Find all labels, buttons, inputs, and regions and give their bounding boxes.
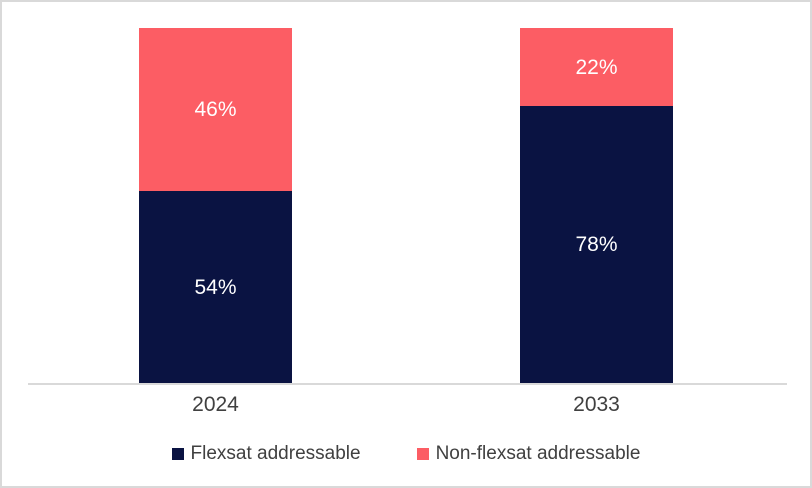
value-label: 46% <box>194 98 237 122</box>
legend: Flexsat addressable Non-flexsat addressab… <box>2 443 810 465</box>
bar-segment-non-flexsat-addressable-2033: 22% <box>520 28 673 107</box>
value-label: 54% <box>194 275 237 299</box>
x-axis-line <box>28 383 787 385</box>
legend-label: Non-flexsat addressable <box>435 443 641 464</box>
plot-area: 46% 54% 22% 78% <box>2 28 810 383</box>
category-label-2033: 2033 <box>573 393 620 416</box>
legend-label: Flexsat addressable <box>190 443 361 464</box>
category-label-2024: 2024 <box>192 393 239 416</box>
legend-item-non-flexsat-addressable: Non-flexsat addressable <box>416 443 641 465</box>
legend-swatch-icon <box>416 448 429 460</box>
value-label: 22% <box>575 55 618 79</box>
category-axis-labels: 2024 2033 <box>2 393 810 417</box>
legend-item-flexsat-addressable: Flexsat addressable <box>171 443 361 465</box>
stacked-bar-2024: 46% 54% <box>139 28 292 383</box>
bar-segment-non-flexsat-addressable-2024: 46% <box>139 28 292 192</box>
legend-swatch-icon <box>171 448 184 460</box>
bar-segment-flexsat-addressable-2024: 54% <box>139 191 292 383</box>
stacked-bar-2033: 22% 78% <box>520 28 673 383</box>
value-label: 78% <box>575 233 618 257</box>
bar-segment-flexsat-addressable-2033: 78% <box>520 106 673 383</box>
